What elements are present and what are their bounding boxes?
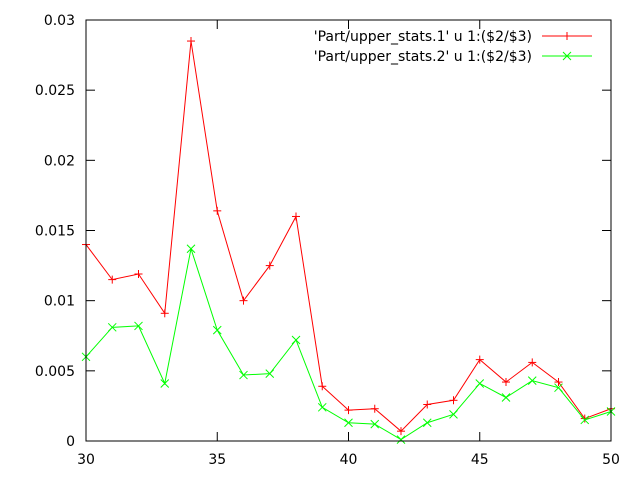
series-2	[81, 244, 616, 444]
series-1-point	[580, 414, 589, 423]
series-1-point	[239, 296, 248, 305]
x-tick-label: 45	[471, 452, 489, 468]
series-1-point	[318, 382, 327, 391]
legend-marker-sample	[562, 51, 572, 61]
series-1-point	[475, 355, 484, 364]
y-tick-label: 0.03	[44, 13, 75, 29]
legend-label: 'Part/upper_stats.2' u 1:($2/$3)	[314, 49, 532, 65]
series-2-point	[265, 369, 275, 378]
series-2-point	[396, 435, 406, 444]
series-2-point	[501, 393, 511, 402]
series-2-point	[160, 379, 170, 388]
series-2-point	[212, 325, 222, 335]
series-2-point	[580, 415, 590, 425]
series-1	[82, 37, 615, 436]
series-2-point	[370, 419, 380, 429]
plot-frame	[85, 19, 612, 442]
series-2-point	[344, 418, 353, 428]
series-2-point	[107, 322, 117, 332]
series-2-point	[186, 244, 196, 254]
series-1-point	[423, 400, 432, 409]
y-tick-label: 0.025	[35, 83, 75, 99]
series-2-point	[317, 402, 327, 412]
y-tick-label: 0.02	[44, 153, 75, 169]
x-tick-label: 35	[208, 452, 226, 468]
legend-entry-2: 'Part/upper_stats.2' u 1:($2/$3)	[314, 49, 592, 65]
x-tick-label: 30	[77, 452, 95, 468]
legend: 'Part/upper_stats.1' u 1:($2/$3) 'Part/up…	[314, 29, 592, 65]
series-1-point	[160, 309, 169, 318]
series-1-point	[213, 206, 222, 215]
series-1-point	[187, 37, 195, 46]
series-2-point	[134, 321, 143, 331]
series-1-point	[502, 378, 510, 387]
series-1-point	[370, 404, 379, 413]
legend-label: 'Part/upper_stats.1' u 1:($2/$3)	[314, 29, 532, 45]
series-2-point	[291, 335, 301, 345]
series-1-point	[292, 212, 300, 221]
series-1-point	[134, 270, 143, 279]
series-1-point	[108, 275, 117, 284]
axis-ticks: 0 0.005 0.01 0.015 0.02 0.025 0.03 30 35 40 45 50	[35, 13, 620, 468]
series-1-point	[344, 406, 353, 415]
legend-entry-1: 'Part/upper_stats.1' u 1:($2/$3)	[314, 29, 592, 45]
series-2-point	[449, 409, 458, 419]
legend-marker-sample	[563, 32, 571, 40]
x-tick-label: 50	[602, 452, 620, 468]
series-group	[81, 37, 616, 444]
series-1-point	[397, 427, 405, 436]
series-2-point	[475, 379, 485, 388]
y-tick-label: 0	[66, 434, 75, 450]
y-tick-label: 0.015	[35, 224, 75, 240]
y-tick-label: 0.005	[35, 364, 75, 380]
x-tick-label: 40	[340, 452, 358, 468]
series-2-point	[239, 370, 248, 380]
series-2-point	[554, 383, 563, 393]
y-tick-label: 0.01	[44, 294, 75, 310]
series-1-line	[85, 40, 612, 432]
series-1-point	[554, 378, 563, 387]
series-2-point	[527, 376, 537, 386]
series-1-point	[449, 396, 458, 405]
series-1-point	[528, 358, 537, 367]
series-2-point	[422, 418, 432, 428]
series-1-point	[265, 261, 274, 270]
